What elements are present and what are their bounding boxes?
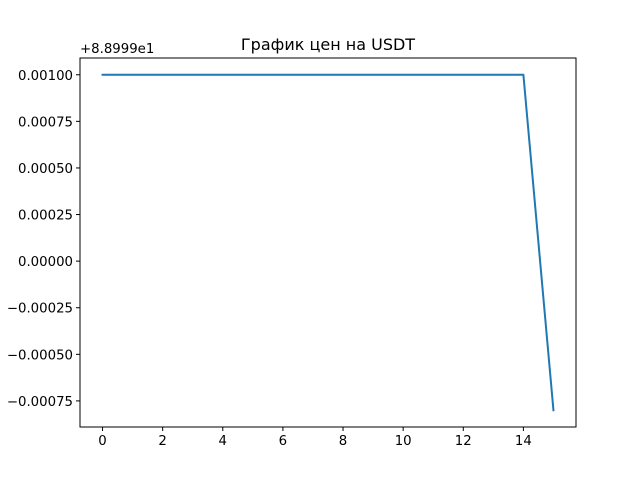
y-tick-label: 0.00050 — [18, 162, 73, 177]
y-axis-offset-label: +8.8999e1 — [80, 42, 154, 57]
y-tick-label: 0.00100 — [18, 69, 73, 84]
y-tick-label: −0.00075 — [7, 395, 73, 410]
x-tick-label: 8 — [339, 434, 347, 449]
x-tick-label: 2 — [158, 434, 166, 449]
plot-area: 0 2 4 6 8 10 12 14 −0.00075 −0.00050 −0.00025 0.000… — [7, 57, 577, 449]
y-tick-label: 0.00025 — [18, 209, 73, 224]
y-tick-label: −0.00050 — [7, 348, 73, 363]
x-tick-label: 14 — [515, 434, 532, 449]
y-tick-label: 0.00000 — [18, 255, 73, 270]
x-tick-label: 12 — [455, 434, 472, 449]
x-tick-label: 4 — [219, 434, 227, 449]
axes-frame — [79, 57, 577, 428]
y-tick-label: 0.00075 — [18, 115, 73, 130]
series-line-0 — [101, 73, 555, 412]
chart-title: График цен на USDT — [241, 35, 415, 54]
x-tick-label: 10 — [395, 434, 412, 449]
x-tick-label: 0 — [98, 434, 106, 449]
x-tick-label: 6 — [279, 434, 287, 449]
y-tick-label: −0.00025 — [7, 302, 73, 317]
